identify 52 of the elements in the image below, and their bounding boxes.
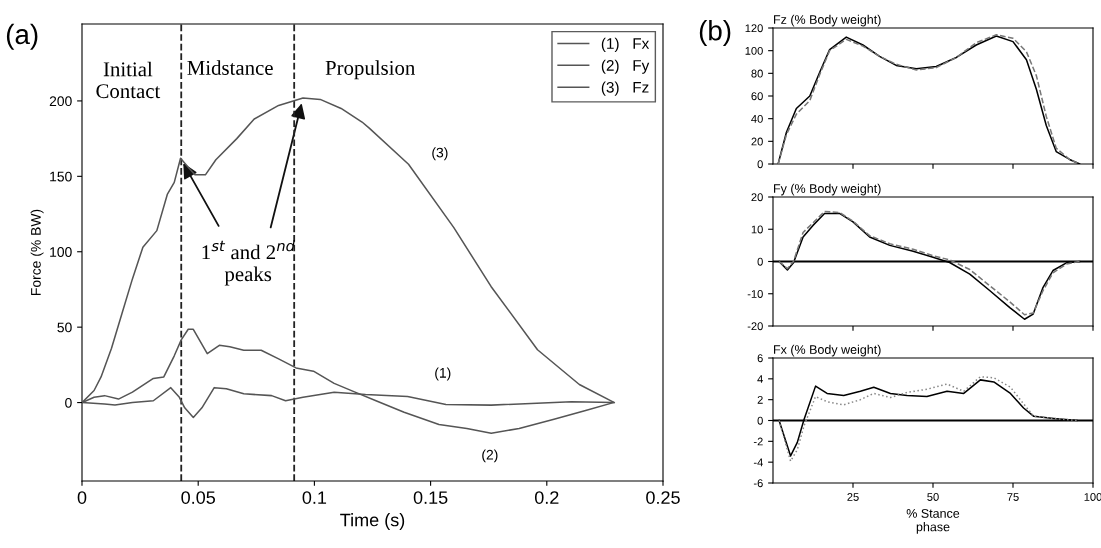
chart-title: Fy (% Body weight) xyxy=(774,183,881,196)
x-tick-label: 100 xyxy=(1084,493,1101,501)
y-tick-label: 100 xyxy=(50,247,72,257)
x-tick-label: 0.05 xyxy=(181,491,216,504)
chart-title: Fz (% Body weight) xyxy=(774,14,881,27)
y-tick-label: 20 xyxy=(751,137,763,146)
legend-label: (2) Fy xyxy=(601,59,650,74)
y-tick-label: 0 xyxy=(757,160,763,169)
y-axis-title: Force (% BW) xyxy=(30,209,44,295)
legend-label: (3) Fz xyxy=(601,81,649,96)
annotation: (2) xyxy=(482,449,498,463)
y-tick-label: -2 xyxy=(753,437,763,446)
x-tick-label: 0.25 xyxy=(646,491,680,504)
y-tick-label: 0 xyxy=(65,397,72,408)
y-tick-label: 150 xyxy=(50,171,72,182)
x-axis-title: Time (s) xyxy=(340,513,405,530)
x-axis-title: % Stance phase xyxy=(906,508,960,534)
y-tick-label: 2 xyxy=(757,395,763,404)
y-tick-label: 60 xyxy=(751,92,763,101)
y-tick-label: 40 xyxy=(751,114,763,123)
annotation: 1$^{st}$ and 2$^{nd}$ peaks xyxy=(202,240,295,286)
y-tick-label: 10 xyxy=(751,225,763,234)
y-tick-label: -4 xyxy=(753,458,763,467)
y-tick-label: 100 xyxy=(745,46,763,55)
annotation: Propulsion xyxy=(325,60,416,80)
chart-title: Fx (% Body weight) xyxy=(774,344,881,357)
y-tick-label: -6 xyxy=(753,479,763,488)
y-tick-label: -10 xyxy=(747,290,763,298)
y-tick-label: 20 xyxy=(751,193,763,202)
x-tick-label: 50 xyxy=(927,493,939,501)
annotation: Initial Contact xyxy=(96,61,161,99)
annotation: (1) xyxy=(435,367,451,381)
y-tick-label: 120 xyxy=(745,24,763,33)
x-tick-label: 0.15 xyxy=(413,491,448,504)
legend-label: (1) Fx xyxy=(601,37,650,52)
x-tick-label: 0.2 xyxy=(534,491,559,504)
x-tick-label: 0.1 xyxy=(302,491,327,504)
y-tick-label: 0 xyxy=(757,416,763,425)
x-tick-label: 75 xyxy=(1007,493,1019,501)
y-tick-label: 4 xyxy=(757,375,763,383)
y-tick-label: 80 xyxy=(751,69,763,78)
annotation: Midstance xyxy=(187,60,273,75)
y-tick-label: 200 xyxy=(49,96,72,107)
y-tick-label: 0 xyxy=(757,257,763,266)
annotation: (3) xyxy=(432,147,448,161)
y-tick-label: -20 xyxy=(747,322,763,331)
x-tick-label: 0 xyxy=(77,491,87,504)
x-tick-label: 25 xyxy=(847,493,859,501)
y-tick-label: 6 xyxy=(757,354,763,363)
y-tick-label: 50 xyxy=(57,322,72,333)
text: (a) xyxy=(6,23,38,50)
text: (b) xyxy=(699,20,731,46)
